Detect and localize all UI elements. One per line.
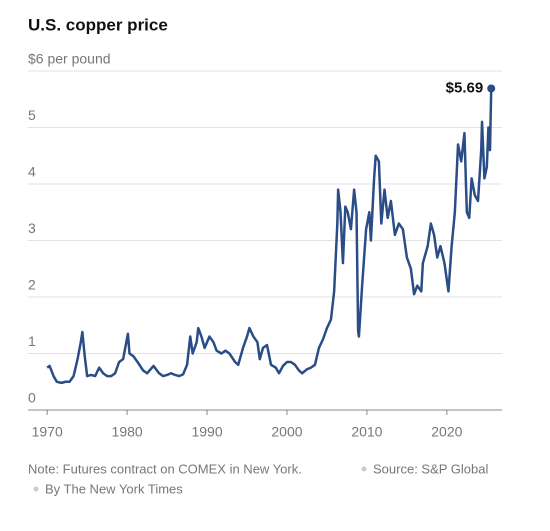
separator [361, 466, 367, 472]
x-tick-label: 1980 [112, 424, 143, 440]
separator [33, 486, 39, 492]
price-line [46, 88, 493, 385]
end-label: $5.69 [446, 79, 484, 96]
y-tick-label: 2 [28, 277, 36, 293]
source: Source: S&P Global [373, 461, 488, 476]
y-tick-label: 0 [28, 390, 36, 406]
y-tick-label: 4 [28, 164, 36, 180]
y-tick-label: 1 [28, 333, 36, 349]
credit: By The New York Times [45, 481, 183, 496]
x-tick-label: 1970 [32, 424, 63, 440]
x-tick-label: 1990 [191, 424, 222, 440]
note: Note: Futures contract on COMEX in New Y… [28, 461, 302, 476]
y-tick-label: 3 [28, 220, 36, 236]
chart-title: U.S. copper price [28, 15, 168, 34]
end-dot [487, 84, 496, 93]
x-tick-label: 2000 [271, 424, 302, 440]
x-tick-label: 2020 [431, 424, 462, 440]
y-tick-label: $6 per pound [28, 51, 111, 67]
x-tick-label: 2010 [351, 424, 382, 440]
y-tick-label: 5 [28, 107, 36, 123]
